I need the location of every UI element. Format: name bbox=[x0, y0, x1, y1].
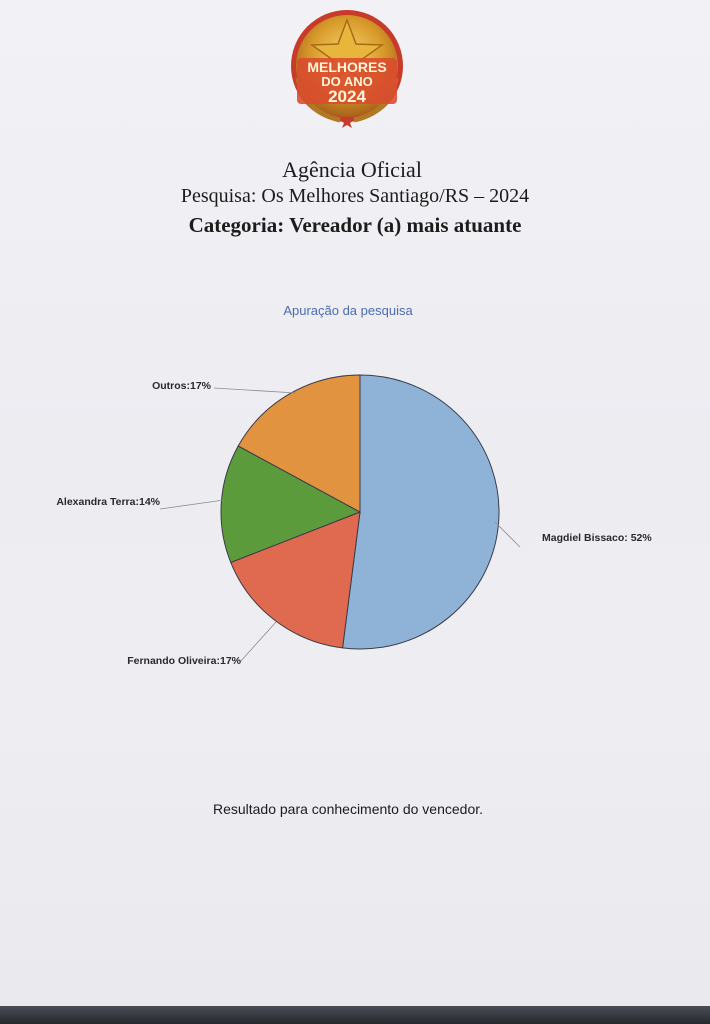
agency-line: Agência Oficial bbox=[282, 157, 422, 182]
melhores-do-ano-logo: MELHORES DO ANO 2024 bbox=[284, 8, 410, 130]
leader-line bbox=[213, 387, 297, 394]
label-alexandra-terra: Alexandra Terra:14% bbox=[56, 496, 160, 508]
survey-line: Pesquisa: Os Melhores Santiago/RS – 2024 bbox=[180, 185, 530, 207]
slice-alexandra-terra bbox=[220, 445, 362, 564]
logo-text-do-ano: DO ANO bbox=[321, 74, 373, 89]
slice-fernando-oliveira bbox=[230, 511, 361, 649]
leader-line bbox=[494, 521, 521, 548]
leader-line bbox=[159, 499, 225, 510]
document-header: Agência Oficial Pesquisa: Os Melhores Sa… bbox=[0, 156, 710, 240]
footer-note: Resultado para conhecimento do vencedor. bbox=[212, 801, 484, 817]
label-magdiel-bissaco: Magdiel Bissaco: 52% bbox=[542, 532, 652, 544]
leader-line bbox=[239, 621, 277, 663]
table-edge bbox=[0, 1006, 710, 1024]
slice-magdiel-bissaco bbox=[342, 374, 500, 650]
logo-text-year: 2024 bbox=[328, 87, 366, 106]
slice-outros bbox=[237, 374, 361, 513]
label-outros: Outros:17% bbox=[152, 380, 212, 392]
logo-text-melhores: MELHORES bbox=[307, 59, 386, 75]
category-line: Categoria: Vereador (a) mais atuante bbox=[188, 213, 522, 237]
chart-title: Apuração da pesquisa bbox=[283, 303, 413, 318]
label-fernando-oliveira: Fernando Oliveira:17% bbox=[127, 655, 241, 667]
